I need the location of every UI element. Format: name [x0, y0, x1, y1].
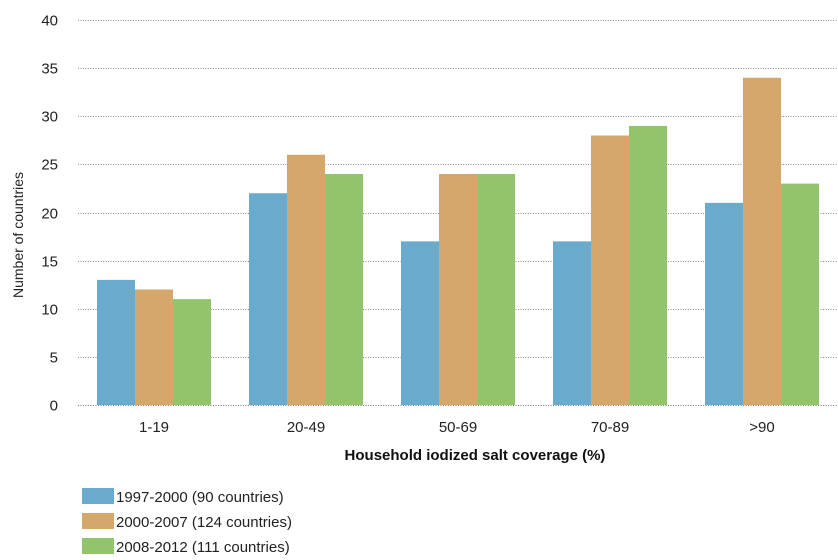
y-tick-label: 30: [41, 109, 58, 126]
bar-70-89-series-3: [629, 125, 667, 405]
y-tick-label: 40: [41, 13, 58, 30]
x-axis-ticks: 1-19 20-49 50-69 70-89 >90: [139, 419, 775, 436]
bar-70-89-series-2: [591, 135, 629, 405]
y-tick-label: 20: [41, 206, 58, 223]
bar->90-series-1: [705, 202, 743, 405]
bar-1-19-series-1: [97, 279, 135, 405]
y-tick-label: 0: [50, 398, 58, 415]
y-axis-ticks: 0 5 10 15 20 25 30 35 40: [41, 13, 58, 415]
bar->90-series-2: [743, 77, 781, 405]
legend-label-3: 2008-2012 (111 countries): [116, 539, 290, 556]
x-tick-label: 50-69: [439, 419, 477, 436]
y-tick-label: 15: [41, 254, 58, 271]
bar-20-49-series-2: [287, 154, 325, 405]
legend-swatch-2: [82, 513, 114, 529]
y-axis-title: Number of countries: [10, 172, 26, 298]
bars: [97, 77, 819, 405]
x-tick-label: 1-19: [139, 419, 169, 436]
legend-swatch-1: [82, 488, 114, 504]
y-tick-label: 35: [41, 61, 58, 78]
bar-1-19-series-2: [135, 289, 173, 405]
y-tick-label: 10: [41, 302, 58, 319]
x-axis-title: Household iodized salt coverage (%): [345, 447, 606, 464]
bar-50-69-series-1: [401, 241, 439, 405]
legend-label-1: 1997-2000 (90 countries): [116, 489, 284, 506]
bar-50-69-series-2: [439, 174, 477, 405]
y-tick-label: 25: [41, 157, 58, 174]
y-tick-label: 5: [50, 350, 58, 367]
bar->90-series-3: [781, 183, 819, 405]
bar-20-49-series-1: [249, 193, 287, 405]
legend-swatch-3: [82, 538, 114, 554]
bar-50-69-series-3: [477, 174, 515, 405]
x-tick-label: >90: [749, 419, 774, 436]
x-tick-label: 70-89: [591, 419, 629, 436]
bar-70-89-series-1: [553, 241, 591, 405]
x-tick-label: 20-49: [287, 419, 325, 436]
bar-20-49-series-3: [325, 174, 363, 405]
bar-1-19-series-3: [173, 299, 211, 405]
legend-label-2: 2000-2007 (124 countries): [116, 514, 292, 531]
legend: 1997-2000 (90 countries) 2000-2007 (124 c…: [82, 488, 292, 556]
